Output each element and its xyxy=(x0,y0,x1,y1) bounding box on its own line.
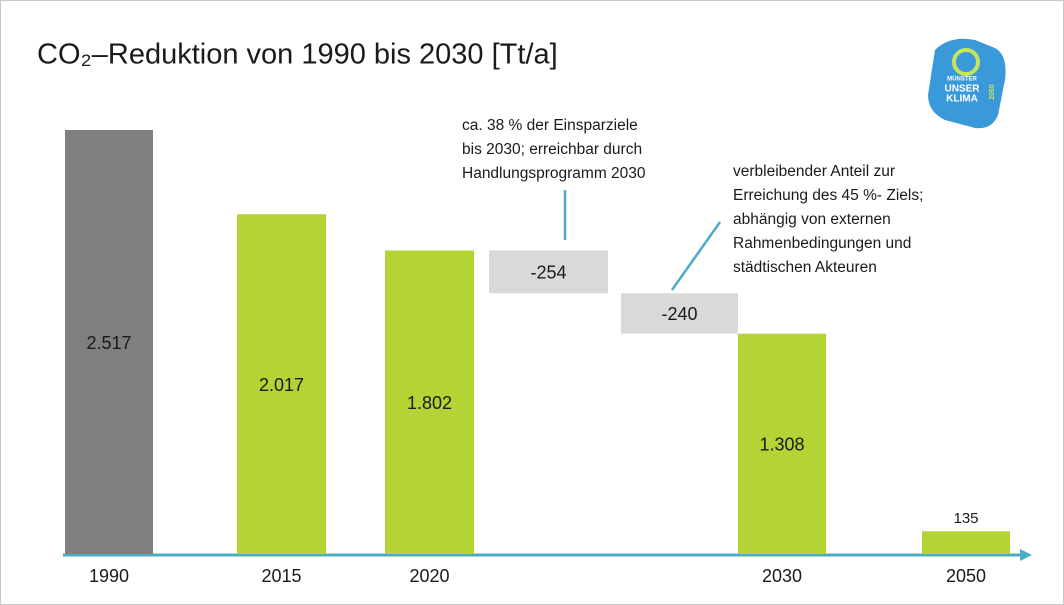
value-label: -240 xyxy=(661,304,697,324)
bar xyxy=(237,214,326,555)
value-label: 2.517 xyxy=(86,333,131,353)
x-axis-arrow xyxy=(1020,549,1032,561)
bar xyxy=(621,293,738,334)
logo-ring xyxy=(952,48,980,76)
bar xyxy=(65,130,153,554)
x-tick-label: 1990 xyxy=(89,566,129,586)
logo-text: 2050 xyxy=(989,84,996,100)
value-label: 2.017 xyxy=(259,375,304,395)
annotation: abhängig von externen xyxy=(733,211,891,228)
logo-text: KLIMA xyxy=(946,94,978,105)
bar xyxy=(922,531,1010,554)
annotation-connector xyxy=(670,221,722,291)
annotation: städtischen Akteuren xyxy=(733,259,877,276)
annotation: ca. 38 % der Einsparziele xyxy=(462,117,638,134)
x-tick-label: 2020 xyxy=(409,566,449,586)
value-label: 1.802 xyxy=(407,393,452,413)
bar xyxy=(738,333,826,554)
logo-text: MÜNSTER xyxy=(947,76,977,83)
value-label: -254 xyxy=(530,263,566,283)
annotation: Rahmenbedingungen und xyxy=(733,235,911,252)
value-label: 1.308 xyxy=(759,435,804,455)
value-label: 135 xyxy=(953,510,978,527)
x-tick-label: 2015 xyxy=(261,566,301,586)
logo-shape xyxy=(928,38,1006,129)
annotation: bis 2030; erreichbar durch xyxy=(462,141,642,158)
bar xyxy=(489,250,608,294)
bar xyxy=(385,250,474,554)
logo-text: UNSER xyxy=(944,84,980,95)
annotation: verbleibender Anteil zur xyxy=(733,163,895,180)
chart-title: CO₂–Reduktion von 1990 bis 2030 [Tt/a] xyxy=(37,39,558,71)
x-tick-label: 2030 xyxy=(762,566,802,586)
logo xyxy=(928,38,1006,129)
x-tick-label: 2050 xyxy=(946,566,986,586)
annotation: Erreichung des 45 %- Ziels; xyxy=(733,187,923,204)
annotation: Handlungsprogramm 2030 xyxy=(462,165,646,182)
